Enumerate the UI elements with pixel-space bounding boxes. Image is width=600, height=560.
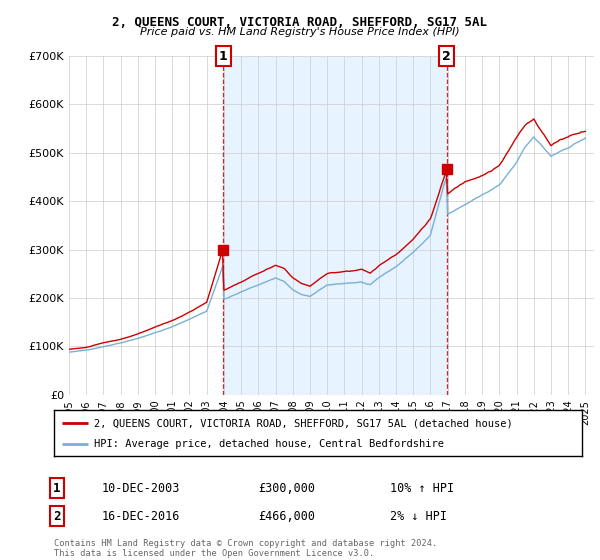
Text: Contains HM Land Registry data © Crown copyright and database right 2024.
This d: Contains HM Land Registry data © Crown c… xyxy=(54,539,437,558)
Text: £300,000: £300,000 xyxy=(258,482,315,495)
Text: HPI: Average price, detached house, Central Bedfordshire: HPI: Average price, detached house, Cent… xyxy=(94,440,443,450)
Text: 2, QUEENS COURT, VICTORIA ROAD, SHEFFORD, SG17 5AL: 2, QUEENS COURT, VICTORIA ROAD, SHEFFORD… xyxy=(113,16,487,29)
Text: Price paid vs. HM Land Registry's House Price Index (HPI): Price paid vs. HM Land Registry's House … xyxy=(140,27,460,37)
Text: 1: 1 xyxy=(53,482,61,495)
Text: 10% ↑ HPI: 10% ↑ HPI xyxy=(390,482,454,495)
Text: 16-DEC-2016: 16-DEC-2016 xyxy=(102,510,181,523)
Text: 2: 2 xyxy=(442,49,451,63)
Text: 10-DEC-2003: 10-DEC-2003 xyxy=(102,482,181,495)
Text: 1: 1 xyxy=(218,49,227,63)
Text: £466,000: £466,000 xyxy=(258,510,315,523)
Bar xyxy=(223,56,447,395)
Text: 2: 2 xyxy=(53,510,61,523)
Text: 2, QUEENS COURT, VICTORIA ROAD, SHEFFORD, SG17 5AL (detached house): 2, QUEENS COURT, VICTORIA ROAD, SHEFFORD… xyxy=(94,418,512,428)
Text: 2% ↓ HPI: 2% ↓ HPI xyxy=(390,510,447,523)
